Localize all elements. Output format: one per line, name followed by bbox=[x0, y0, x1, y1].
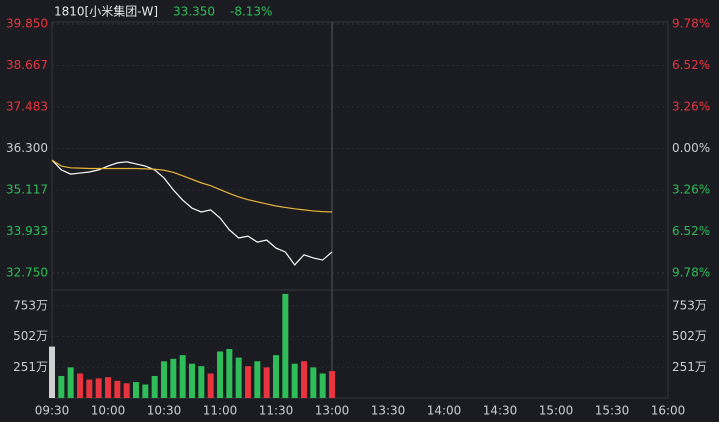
volume-bar bbox=[189, 363, 195, 398]
x-tick-label: 16:00 bbox=[651, 404, 686, 418]
volume-tick-label: 502万 bbox=[13, 329, 48, 343]
series-line bbox=[51, 159, 333, 266]
change: -8.13% bbox=[230, 5, 272, 19]
x-tick-label: 11:00 bbox=[203, 404, 238, 418]
volume-tick-label: 251万 bbox=[13, 360, 48, 374]
y-tick-label: 38.667 bbox=[6, 58, 48, 72]
volume-bar bbox=[319, 373, 326, 398]
volume-bar bbox=[95, 378, 102, 398]
volume-bar bbox=[329, 371, 335, 398]
volume-bar bbox=[151, 375, 158, 398]
y-tick-label: 37.483 bbox=[6, 100, 48, 114]
volume-bar bbox=[291, 363, 298, 398]
volume-bar bbox=[198, 366, 205, 398]
volume-bar bbox=[49, 346, 55, 398]
volume-bar bbox=[161, 361, 167, 398]
series-line bbox=[51, 159, 333, 213]
price: 33.350 bbox=[173, 5, 215, 19]
x-tick-label: 09:30 bbox=[35, 404, 70, 418]
volume-bar bbox=[273, 355, 279, 398]
y-tick-label: 35.117 bbox=[6, 182, 48, 196]
y-tick-label: 32.750 bbox=[6, 266, 48, 280]
volume-bar bbox=[67, 367, 74, 398]
volume-bar bbox=[77, 373, 83, 398]
volume-bar bbox=[58, 375, 65, 398]
y-tick-label: 33.933 bbox=[6, 224, 48, 238]
volume-tick-label-right: 502万 bbox=[672, 329, 707, 343]
volume-bar bbox=[282, 293, 289, 398]
volume-tick-label: 753万 bbox=[13, 298, 48, 312]
y-tick-label: 36.300 bbox=[6, 141, 48, 155]
x-tick-label: 10:30 bbox=[147, 404, 182, 418]
volume-tick-label-right: 753万 bbox=[672, 298, 707, 312]
volume-bar bbox=[123, 383, 130, 398]
volume-bar bbox=[217, 351, 223, 398]
volume-bar bbox=[170, 358, 177, 398]
volume-bar bbox=[133, 382, 139, 398]
frame bbox=[51, 21, 669, 399]
x-tick-label: 14:30 bbox=[483, 404, 518, 418]
y2-tick-label: 9.78% bbox=[672, 17, 710, 31]
volume-bar bbox=[235, 357, 242, 398]
y-tick-label: 39.850 bbox=[6, 17, 48, 31]
x-tick-label: 15:00 bbox=[539, 404, 574, 418]
volume-bar bbox=[301, 361, 307, 398]
y2-tick-label: 0.00% bbox=[672, 141, 710, 155]
volume-bar bbox=[226, 349, 233, 398]
x-tick-label: 11:30 bbox=[259, 404, 294, 418]
x-tick-label: 10:00 bbox=[91, 404, 126, 418]
volume-bar bbox=[179, 355, 186, 398]
volume-bar bbox=[207, 373, 214, 398]
volume-bar bbox=[263, 367, 270, 398]
volume-bar bbox=[114, 380, 121, 398]
volume-bar bbox=[254, 361, 261, 398]
volume-bar bbox=[142, 384, 149, 398]
x-tick-label: 13:00 bbox=[315, 404, 350, 418]
x-tick-label: 14:00 bbox=[427, 404, 462, 418]
y2-tick-label: 3.26% bbox=[672, 183, 710, 197]
volume-bar bbox=[86, 379, 93, 398]
volume-bar bbox=[105, 377, 111, 398]
y2-tick-label: 3.26% bbox=[672, 100, 710, 114]
volume-tick-label-right: 251万 bbox=[672, 360, 707, 374]
x-tick-label: 13:30 bbox=[371, 404, 406, 418]
symbol: 1810[小米集团-W] bbox=[54, 4, 158, 19]
volume-bar bbox=[310, 367, 317, 398]
y2-tick-label: 6.52% bbox=[672, 224, 710, 238]
x-tick-label: 15:30 bbox=[595, 404, 630, 418]
volume-bar bbox=[245, 366, 251, 398]
y2-tick-label: 6.52% bbox=[672, 58, 710, 72]
y2-tick-label: 9.78% bbox=[672, 266, 710, 280]
